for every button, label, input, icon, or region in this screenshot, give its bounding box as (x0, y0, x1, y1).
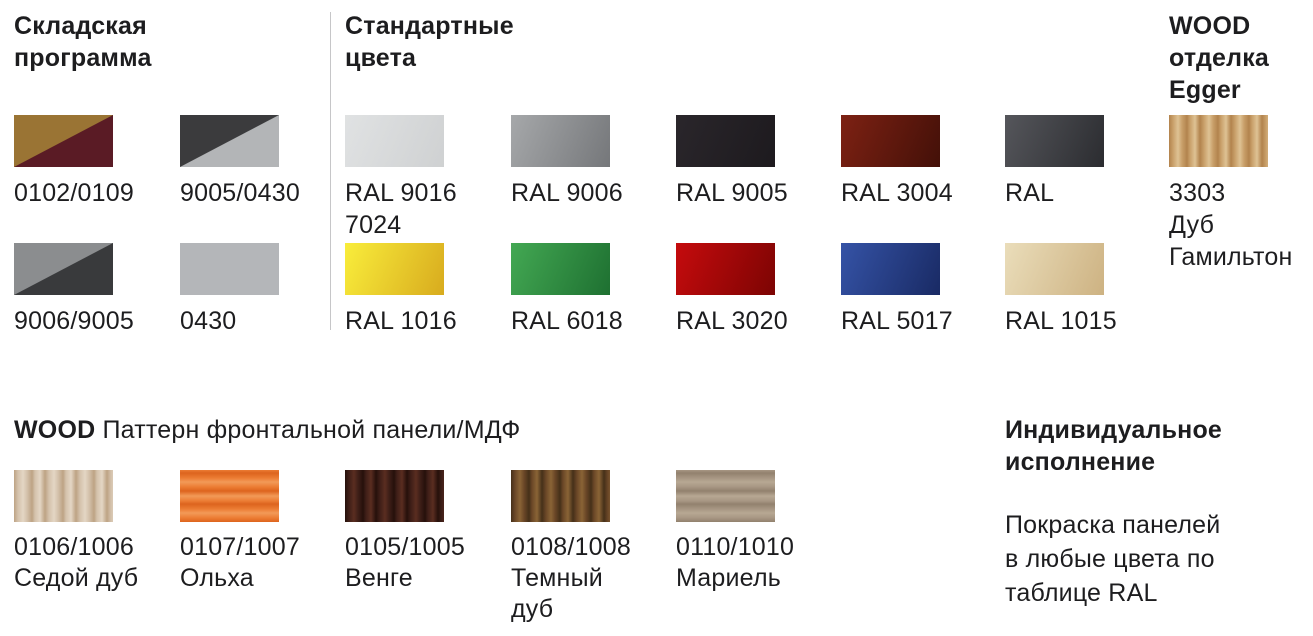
swatch-label: RAL 1015 (1005, 307, 1117, 335)
color-swatch-ral-9016 (345, 115, 444, 167)
swatch-cell-ral-3020: RAL 3020 (676, 243, 836, 337)
swatch-label: RAL 6018 (511, 307, 623, 335)
color-swatch-0102-0109 (14, 115, 113, 167)
swatch-cell-ral: RAL (1005, 115, 1165, 209)
wood-swatch-temny-dub (511, 470, 610, 522)
color-swatch-ral-5017 (841, 243, 940, 295)
swatch-cell-0107-1007: 0107/1007 Ольха (180, 470, 340, 594)
color-swatch-ral-6018 (511, 243, 610, 295)
swatch-cell-ral-1015: RAL 1015 (1005, 243, 1165, 337)
color-swatch-9006-9005 (14, 243, 113, 295)
swatch-label: 0430 (180, 307, 237, 335)
swatch-cell-ral-1016: RAL 1016 (345, 243, 505, 337)
wood-pattern-title-bold: WOOD (14, 416, 96, 444)
swatch-cell-9006-9005: 9006/9005 (14, 243, 174, 337)
color-swatch-ral-3004 (841, 115, 940, 167)
wood-swatch-olha (180, 470, 279, 522)
custom-finish-description: Покраска панелей в любые цвета по таблиц… (1005, 511, 1221, 607)
swatch-label: 0105/1005 Венге (345, 533, 465, 592)
swatch-label: RAL 9016 7024 (345, 179, 457, 239)
swatch-cell-0102-0109: 0102/0109 (14, 115, 174, 209)
wood-swatch-mariel (676, 470, 775, 522)
color-swatch-ral-1015 (1005, 243, 1104, 295)
wood-pattern-title-rest: Паттерн фронтальной панели/МДФ (95, 416, 521, 444)
custom-finish-title: Индивидуальное исполнение (1005, 416, 1223, 476)
color-swatch-ral (1005, 115, 1104, 167)
swatch-label: 0110/1010 Мариель (676, 533, 795, 592)
swatch-label: 0106/1006 Седой дуб (14, 533, 139, 592)
swatch-cell-0108-1008: 0108/1008 Темный дуб (511, 470, 671, 625)
swatch-cell-0105-1005: 0105/1005 Венге (345, 470, 505, 594)
swatch-label: RAL (1005, 179, 1055, 207)
swatch-cell-0106-1006: 0106/1006 Седой дуб (14, 470, 174, 594)
color-swatch-ral-9005 (676, 115, 775, 167)
color-swatch-0430 (180, 243, 279, 295)
swatch-cell-ral-3004: RAL 3004 (841, 115, 1001, 209)
section-divider (330, 12, 331, 330)
swatch-cell-ral-6018: RAL 6018 (511, 243, 671, 337)
swatch-cell-0110-1010: 0110/1010 Мариель (676, 470, 836, 594)
swatch-label: 9006/9005 (14, 307, 134, 335)
wood-egger-title: WOOD отделка Egger (1169, 12, 1270, 104)
color-swatch-9005-0430 (180, 115, 279, 167)
swatch-label: RAL 5017 (841, 307, 953, 335)
swatch-label: 0102/0109 (14, 179, 134, 207)
color-swatch-ral-3020 (676, 243, 775, 295)
swatch-label: 3303 Дуб Гамильтон (1169, 179, 1293, 271)
swatch-cell-ral-9016: RAL 9016 7024 (345, 115, 505, 241)
standard-colors-title: Стандартные цвета (345, 12, 514, 72)
swatch-cell-ral-9006: RAL 9006 (511, 115, 671, 209)
swatch-label: RAL 1016 (345, 307, 457, 335)
color-swatch-ral-9006 (511, 115, 610, 167)
swatch-label: RAL 9006 (511, 179, 623, 207)
wood-swatch-venge (345, 470, 444, 522)
swatch-cell-ral-9005: RAL 9005 (676, 115, 836, 209)
wood-swatch-sedoy-dub (14, 470, 113, 522)
swatch-label: RAL 3020 (676, 307, 788, 335)
wood-pattern-title: WOOD Паттерн фронтальной панели/МДФ (14, 414, 714, 446)
swatch-cell-egger-3303: 3303 Дуб Гамильтон (1169, 115, 1313, 273)
wood-swatch-egger-3303 (1169, 115, 1268, 167)
swatch-cell-9005-0430: 9005/0430 (180, 115, 340, 209)
swatch-label: 9005/0430 (180, 179, 300, 207)
color-swatch-ral-1016 (345, 243, 444, 295)
swatch-cell-0430: 0430 (180, 243, 340, 337)
swatch-label: 0108/1008 Темный дуб (511, 533, 631, 623)
swatch-label: 0107/1007 Ольха (180, 533, 300, 592)
swatch-label: RAL 9005 (676, 179, 788, 207)
swatch-label: RAL 3004 (841, 179, 953, 207)
warehouse-program-title: Складская программа (14, 12, 152, 72)
swatch-cell-ral-5017: RAL 5017 (841, 243, 1001, 337)
